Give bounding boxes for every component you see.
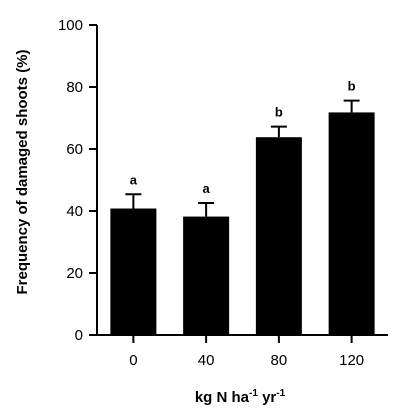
bars: a a b b [110,79,375,335]
x-tick-label: 80 [271,352,288,369]
y-tick-label: 100 [58,17,83,34]
significance-label: a [203,181,211,196]
bar [183,216,230,335]
y-tick-label: 60 [66,141,83,158]
significance-label: a [130,172,138,187]
x-tick-label: 0 [129,352,137,369]
y-tick-label: 0 [75,327,83,344]
bar [110,208,157,335]
y-axis-title: Frequency of damaged shoots (%) [14,49,31,294]
x-axis-title: kg N ha-1 yr-1 [195,388,286,406]
x-tick-label: 120 [339,352,364,369]
bar [328,112,375,335]
y-tick-label: 20 [66,265,83,282]
y-tick-label: 80 [66,79,83,96]
significance-label: b [275,105,283,120]
significance-label: b [348,79,356,94]
x-axis: 0 40 80 120 [96,334,388,369]
bar [255,137,302,335]
x-axis-title-part: -1 [249,388,258,399]
x-axis-title-part: yr [258,389,277,406]
y-axis: 0 20 40 60 80 100 [58,17,98,344]
x-axis-title-part: -1 [276,388,285,399]
x-axis-title-part: kg N ha [195,389,250,406]
x-tick-label: 40 [198,352,215,369]
y-tick-label: 40 [66,203,83,220]
